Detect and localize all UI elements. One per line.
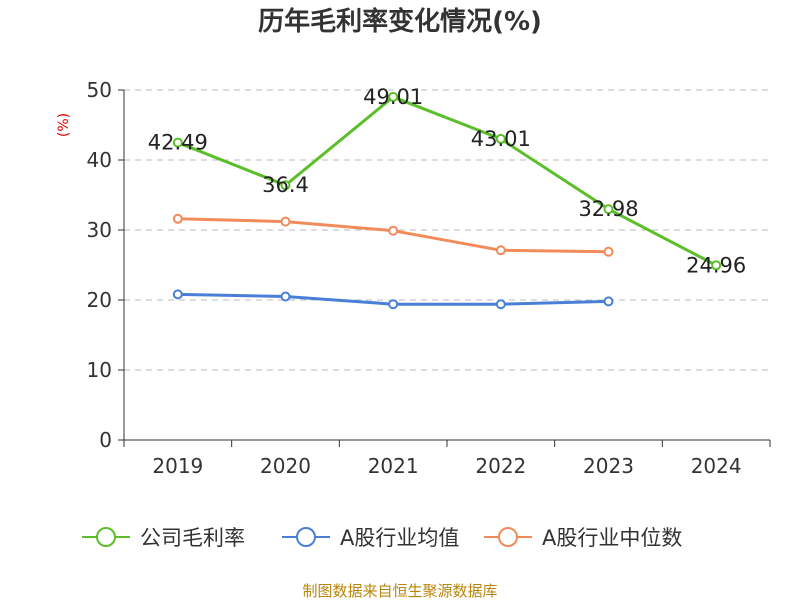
axis-layer: 0 10 20 30 40 50 2019 2020 2021 2022 2023 2024 — [87, 78, 771, 478]
y-tick-label: 30 — [87, 218, 112, 242]
data-point-s0-2022[interactable] — [495, 133, 506, 144]
data-point-s1-2020[interactable] — [280, 291, 291, 302]
data-point-s1-2023[interactable] — [603, 296, 614, 307]
y-tick-label: 0 — [99, 428, 112, 452]
data-point-s0-2023[interactable] — [603, 204, 614, 215]
y-tick-label: 50 — [87, 78, 112, 102]
y-tick-label: 20 — [87, 288, 112, 312]
data-label: 24.96 — [686, 253, 746, 277]
legend-label: 公司毛利率 — [140, 526, 245, 550]
data-point-s0-2019[interactable] — [172, 137, 183, 148]
data-point-s0-2020[interactable] — [280, 180, 291, 191]
data-label-layer: 42.49 36.4 49.01 43.01 32.98 24.96 — [148, 85, 746, 277]
data-point-s0-2021[interactable] — [388, 91, 399, 102]
data-point-s2-2021[interactable] — [388, 225, 399, 236]
legend-item-1[interactable]: A股行业均值 — [282, 526, 459, 550]
y-tick-label: 10 — [87, 358, 112, 382]
y-axis-label: (%) — [56, 113, 72, 137]
x-tick-label: 2023 — [583, 454, 634, 478]
chart-title: 历年毛利率变化情况(%) — [258, 6, 542, 37]
data-point-s2-2023[interactable] — [603, 246, 614, 257]
series-layer — [172, 91, 722, 310]
data-point-s1-2019[interactable] — [172, 289, 183, 300]
x-tick-label: 2022 — [475, 454, 526, 478]
legend[interactable]: 公司毛利率 A股行业均值 A股行业中位数 — [82, 526, 682, 550]
data-point-s2-2020[interactable] — [280, 216, 291, 227]
legend-circle-icon — [296, 527, 316, 547]
data-point-s1-2021[interactable] — [388, 299, 399, 310]
legend-item-0[interactable]: 公司毛利率 — [82, 526, 245, 550]
data-label: 43.01 — [471, 127, 531, 151]
y-tick-label: 40 — [87, 148, 112, 172]
data-point-s2-2022[interactable] — [495, 245, 506, 256]
data-point-s0-2024[interactable] — [711, 260, 722, 271]
data-point-s2-2019[interactable] — [172, 213, 183, 224]
source-note: 制图数据来自恒生聚源数据库 — [302, 582, 497, 600]
data-label: 42.49 — [148, 131, 208, 155]
data-label: 49.01 — [363, 85, 423, 109]
legend-item-2[interactable]: A股行业中位数 — [484, 526, 682, 550]
data-label: 32.98 — [578, 197, 638, 221]
legend-label: A股行业中位数 — [542, 526, 682, 550]
x-tick-label: 2020 — [260, 454, 311, 478]
x-tick-label: 2021 — [368, 454, 419, 478]
legend-circle-icon — [498, 527, 518, 547]
data-point-s1-2022[interactable] — [495, 299, 506, 310]
grid-layer — [124, 89, 770, 371]
legend-circle-icon — [96, 527, 116, 547]
series-line-0 — [177, 95, 717, 267]
x-tick-label: 2024 — [691, 454, 742, 478]
legend-label: A股行业均值 — [340, 526, 459, 550]
x-tick-label: 2019 — [152, 454, 203, 478]
data-label: 36.4 — [262, 173, 309, 197]
